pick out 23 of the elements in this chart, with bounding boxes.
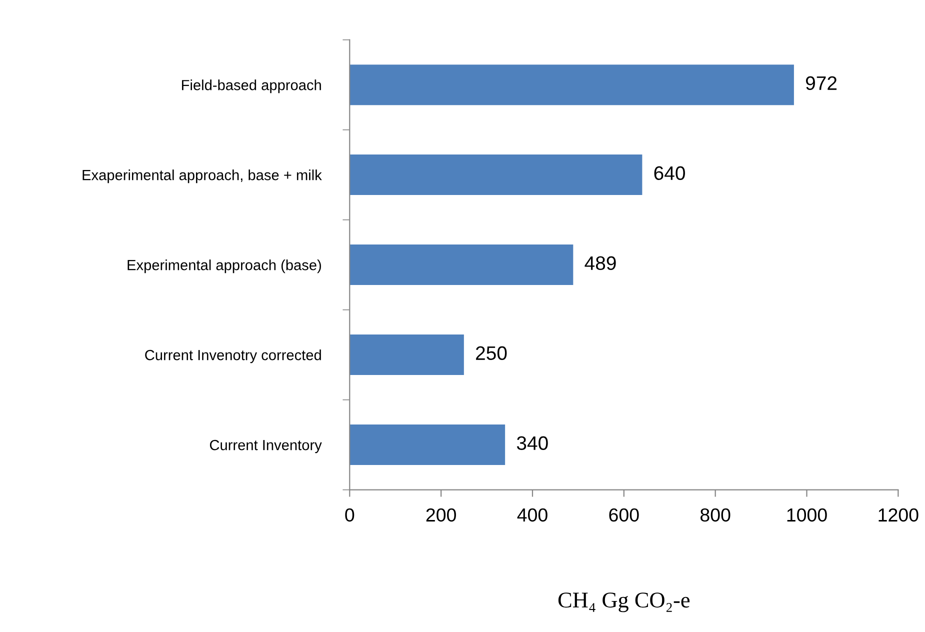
y-tick-label: Experimental approach (base) [128,260,321,274]
bar [350,334,464,376]
x-tick-label: 0 [345,508,354,522]
y-tick-label: Field-based approach [182,80,321,94]
x-tick-label: 1200 [878,508,918,522]
bar [350,154,642,196]
bar [350,424,506,466]
x-tick-label: 800 [700,508,730,522]
data-label: 640 [654,166,685,180]
data-label: 972 [806,76,837,90]
data-label: 250 [476,346,507,360]
y-tick-label: Current Inventory [210,440,322,454]
y-tick-label: Exaperimental approach, base + milk [82,170,322,184]
x-tick-label: 400 [517,508,548,522]
x-axis-title: CH₄ Gg CO₂-e [558,592,690,612]
bar [350,64,794,106]
x-tick-label: 600 [609,508,639,522]
x-tick-label: 200 [426,508,456,522]
data-label: 489 [584,256,616,270]
x-tick-label: 1000 [787,508,827,522]
data-label: 340 [516,436,548,450]
bar [350,244,574,286]
y-tick-label: Current Invenotry corrected [145,350,321,364]
